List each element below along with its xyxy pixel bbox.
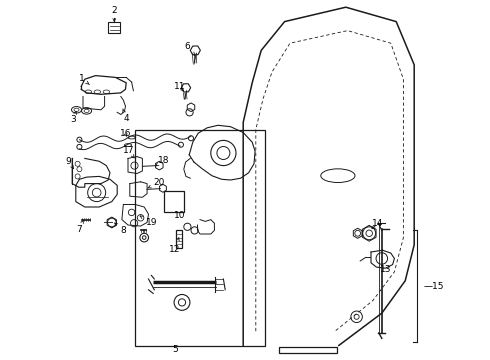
Text: 1: 1 bbox=[79, 74, 89, 85]
Text: 8: 8 bbox=[115, 223, 126, 235]
Text: 16: 16 bbox=[120, 129, 131, 138]
Text: 20: 20 bbox=[147, 178, 164, 188]
Text: 10: 10 bbox=[174, 211, 185, 220]
Text: 2: 2 bbox=[112, 6, 117, 22]
Text: 12: 12 bbox=[169, 238, 180, 253]
Text: 6: 6 bbox=[185, 42, 195, 55]
Circle shape bbox=[77, 144, 82, 149]
Text: 7: 7 bbox=[76, 220, 84, 234]
Text: 14: 14 bbox=[372, 219, 383, 229]
Text: 17: 17 bbox=[123, 146, 135, 158]
Text: —15: —15 bbox=[423, 282, 444, 291]
Bar bbox=[279, 347, 337, 353]
Circle shape bbox=[77, 137, 82, 142]
Text: 9: 9 bbox=[66, 157, 74, 169]
Circle shape bbox=[178, 142, 183, 147]
Text: 4: 4 bbox=[122, 109, 129, 123]
Text: 11: 11 bbox=[174, 82, 185, 91]
Bar bbox=[108, 22, 121, 33]
Text: 19: 19 bbox=[140, 216, 157, 227]
Text: 5: 5 bbox=[172, 346, 178, 354]
Bar bbox=[164, 191, 184, 212]
Bar bbox=[176, 230, 182, 248]
Bar bbox=[135, 130, 265, 346]
Text: 13: 13 bbox=[380, 265, 392, 274]
Text: 3: 3 bbox=[70, 111, 76, 124]
Circle shape bbox=[189, 136, 194, 141]
Text: 18: 18 bbox=[155, 156, 170, 166]
